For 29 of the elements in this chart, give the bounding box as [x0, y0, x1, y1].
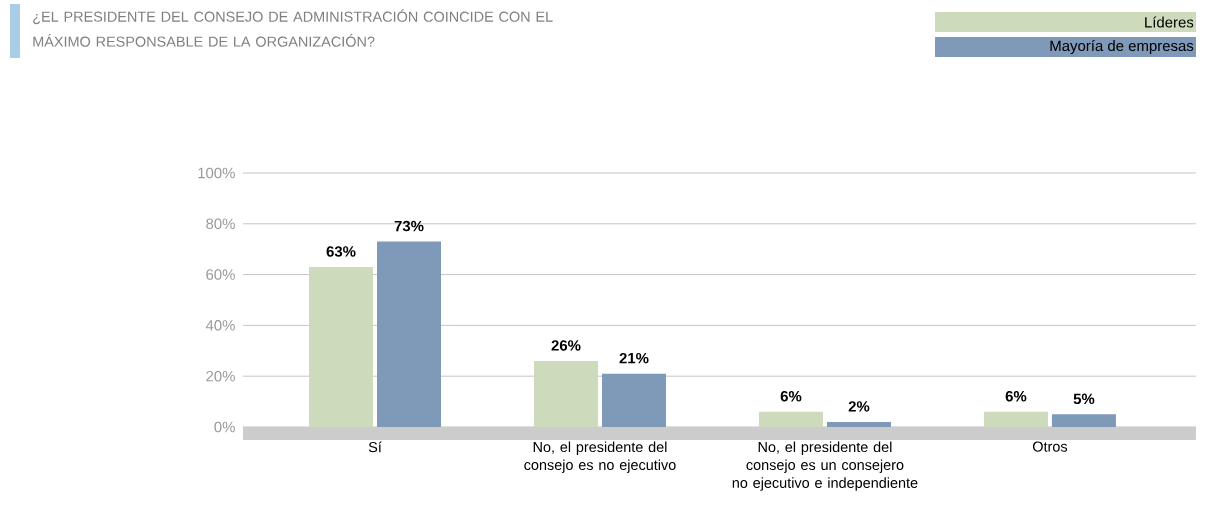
y-tick-label: 20%	[206, 370, 235, 382]
data-label: 73%	[394, 220, 424, 232]
bar	[826, 421, 891, 427]
data-label: 26%	[551, 340, 581, 351]
x-tick-label: Otros	[1032, 441, 1068, 452]
y-tick-label: 60%	[206, 269, 235, 280]
bar	[533, 360, 598, 427]
y-tick-label: 0%	[214, 421, 235, 433]
bar	[758, 411, 823, 427]
data-label: 21%	[619, 352, 649, 364]
x-tick-label: Sí	[368, 441, 382, 453]
y-tick-label: 80%	[206, 218, 235, 230]
y-tick-label: 40%	[205, 320, 235, 331]
bar	[601, 373, 666, 427]
x-tick-label: No, el presidente del consejo es no ejecutivo	[524, 441, 676, 473]
bar	[309, 266, 374, 427]
bar	[377, 241, 442, 427]
text: Líderes	[1145, 16, 1194, 28]
x-tick-label: No, el presidente del consejo es un consejero no ejecutivo e independiente	[732, 441, 918, 491]
chart-title: ¿EL PRESIDENTE DEL CONSEJO DE ADMINISTRACIÓN COINCIDE CON EL MÁXIMO RESPONSABLE DE LA ORGANIZACIÓN?	[33, 9, 553, 47]
text: Mayoría de empresas	[1050, 39, 1194, 55]
bar	[1051, 414, 1116, 427]
y-tick-label: 100%	[198, 167, 235, 179]
data-label: 63%	[326, 246, 356, 257]
bar	[983, 411, 1048, 427]
data-label: 5%	[1073, 393, 1095, 405]
data-label: 6%	[780, 390, 802, 402]
data-label: 2%	[848, 401, 870, 412]
data-label: 6%	[1005, 390, 1027, 402]
